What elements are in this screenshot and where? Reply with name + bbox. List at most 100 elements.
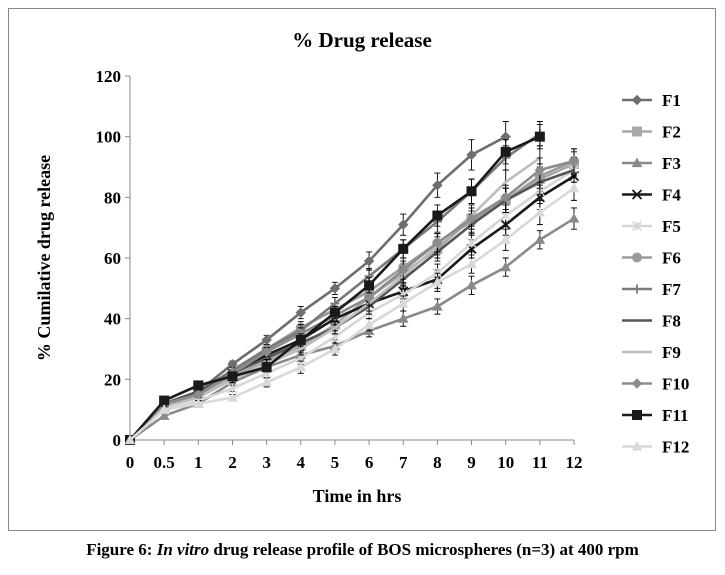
legend-label-f12: F12 <box>662 438 689 457</box>
data-point-f10 <box>432 237 443 249</box>
legend-label-f6: F6 <box>662 249 681 268</box>
data-point-f12 <box>500 234 512 244</box>
data-point-f11 <box>329 307 340 318</box>
data-point-f11 <box>295 334 306 345</box>
x-tick-label: 9 <box>467 453 476 472</box>
y-tick-label: 20 <box>104 370 121 389</box>
x-tick-label: 6 <box>365 453 374 472</box>
y-tick-label: 60 <box>104 249 121 268</box>
data-point-f1 <box>432 179 443 191</box>
data-point-f3 <box>534 234 546 244</box>
data-point-f3 <box>466 279 477 290</box>
x-axis-title: Time in hrs <box>313 486 402 506</box>
data-point-f12 <box>124 434 136 445</box>
legend-label-f1: F1 <box>662 91 681 110</box>
x-tick-label: 5 <box>331 453 340 472</box>
legend-label-f11: F11 <box>662 406 688 425</box>
y-tick-label: 80 <box>104 188 121 207</box>
x-tick-label: 7 <box>399 453 408 472</box>
data-point-f10 <box>261 346 272 358</box>
data-point-f11 <box>500 146 511 157</box>
legend-label-f9: F9 <box>662 343 681 362</box>
caption-prefix: Figure 6: <box>86 540 157 559</box>
y-tick-label: 120 <box>96 67 122 86</box>
x-tick-label: 12 <box>566 453 583 472</box>
data-point-f1 <box>329 283 341 294</box>
data-point-f11 <box>466 186 477 197</box>
data-point-f1 <box>295 307 306 318</box>
data-point-f10 <box>568 155 580 167</box>
data-point-f12 <box>432 276 443 287</box>
data-point-f11 <box>534 131 545 142</box>
data-point-f12 <box>363 319 375 329</box>
legend-label-f4: F4 <box>662 186 681 205</box>
data-point-f3 <box>500 261 512 272</box>
x-tick-label: 2 <box>228 453 237 472</box>
data-point-f10 <box>363 292 375 303</box>
figure-caption: Figure 6: In vitro drug release profile … <box>0 540 725 560</box>
series-line-f5 <box>129 168 575 441</box>
data-point-f10 <box>534 164 546 176</box>
x-tick-label: 0 <box>126 453 135 472</box>
legend-label-f8: F8 <box>662 312 681 331</box>
x-tick-label: 3 <box>262 453 271 472</box>
x-tick-label: 8 <box>433 453 442 472</box>
x-tick-label: 1 <box>194 453 203 472</box>
data-point-f12 <box>261 376 272 387</box>
legend-marker-f4 <box>631 189 643 200</box>
y-axis-title: % Cumilative drug release <box>34 155 54 361</box>
y-tick-label: 100 <box>96 128 122 147</box>
data-point-f12 <box>568 182 580 193</box>
data-point-f12 <box>227 392 238 402</box>
data-point-f12 <box>329 343 341 354</box>
legend-label-f10: F10 <box>662 375 689 394</box>
data-point-f11 <box>261 362 272 373</box>
data-point-f12 <box>295 361 307 372</box>
legend-label-f5: F5 <box>662 217 681 236</box>
data-point-f1 <box>363 255 375 267</box>
x-tick-label: 11 <box>532 453 548 472</box>
caption-italic: In vitro <box>156 540 210 559</box>
data-point-f11 <box>193 380 204 391</box>
legend-marker-f7 <box>632 284 642 294</box>
caption-suffix: drug release profile of BOS microspheres… <box>209 540 639 559</box>
data-point-f5 <box>227 383 238 394</box>
x-tick-label: 0.5 <box>154 453 175 472</box>
data-point-f11 <box>398 243 409 254</box>
x-tick-label: 10 <box>497 453 514 472</box>
data-point-f11 <box>364 280 375 291</box>
data-point-f11 <box>432 210 443 221</box>
legend-label-f2: F2 <box>662 123 681 142</box>
data-point-f12 <box>192 398 204 408</box>
data-point-f3 <box>568 213 580 223</box>
data-point-f3 <box>158 410 170 420</box>
series-line-f10 <box>129 159 575 441</box>
data-point-f10 <box>398 264 409 276</box>
data-point-f1 <box>398 219 409 230</box>
chart-title: % Drug release <box>292 28 432 52</box>
data-point-f3 <box>397 313 409 323</box>
data-point-f12 <box>466 258 477 269</box>
legend-marker-f5 <box>631 220 643 232</box>
x-tick-label: 4 <box>297 453 306 472</box>
data-point-f3 <box>432 301 443 311</box>
legend-marker-f12 <box>631 440 643 451</box>
legend-marker-f6 <box>632 252 642 263</box>
legend-marker-f2 <box>632 126 642 137</box>
series-line-f12 <box>129 187 575 441</box>
legend-marker-f10 <box>631 378 643 389</box>
data-point-f10 <box>466 213 477 224</box>
data-point-f12 <box>534 206 546 217</box>
data-point-f10 <box>500 192 511 203</box>
data-point-f12 <box>158 404 170 414</box>
legend-marker-f3 <box>631 157 643 168</box>
data-point-f5 <box>466 237 477 248</box>
y-tick-label: 40 <box>104 310 121 329</box>
legend-marker-f11 <box>632 410 642 420</box>
data-point-f11 <box>159 395 170 406</box>
y-tick-label: 0 <box>113 431 122 450</box>
data-point-f11 <box>227 371 238 382</box>
legend-marker-f1 <box>631 94 643 106</box>
data-point-f1 <box>466 149 477 161</box>
legend-label-f7: F7 <box>662 280 681 299</box>
